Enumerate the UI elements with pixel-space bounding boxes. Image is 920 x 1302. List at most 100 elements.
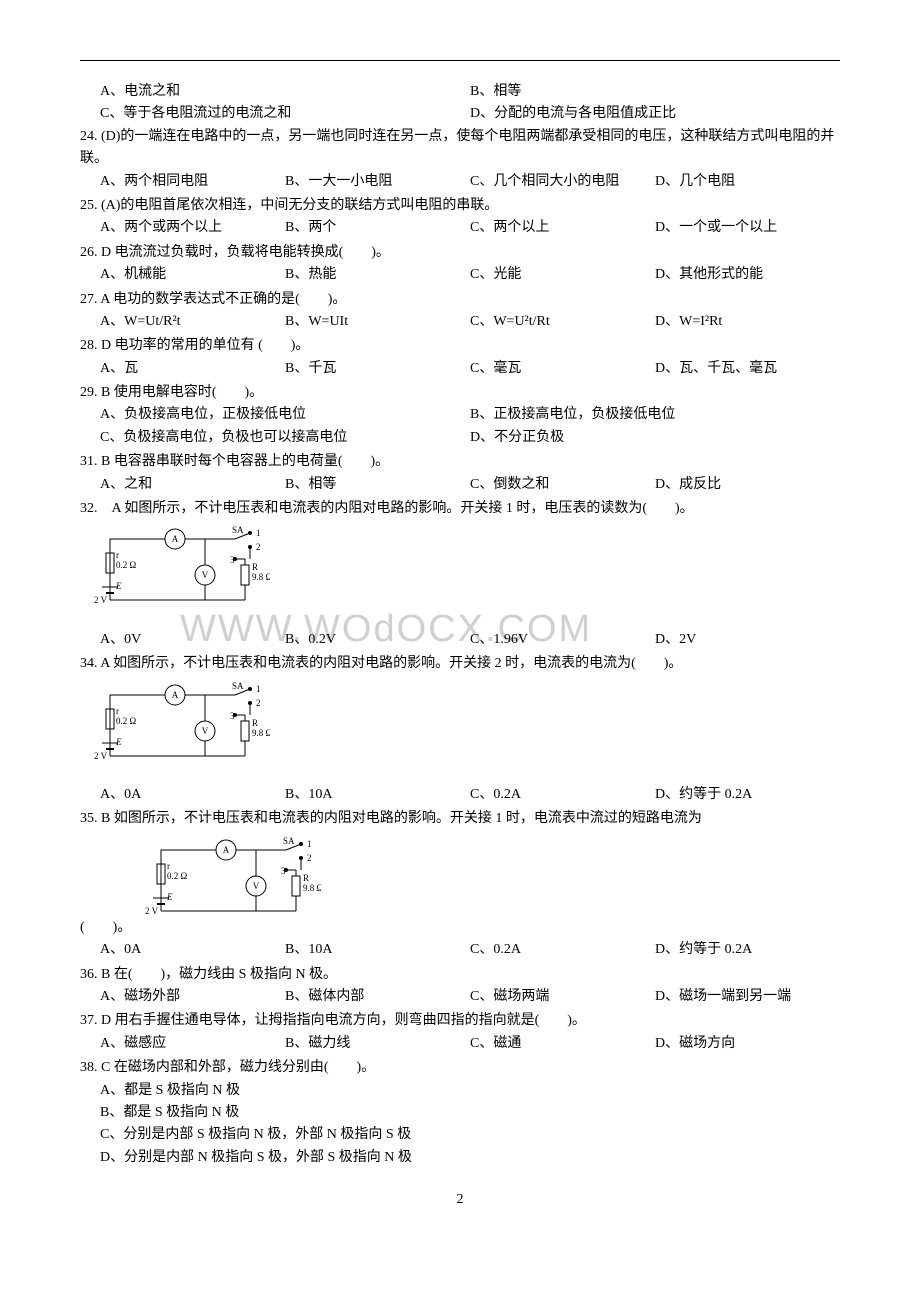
option-d: D、磁场方向 [655,1033,840,1055]
q35-options: A、0A B、10A C、0.2A D、约等于 0.2A [100,939,840,961]
option-b: B、10A [285,939,470,961]
paren-post: ( )。 [80,917,131,939]
option-a: A、0V [100,629,285,651]
q37-options: A、磁感应 B、磁力线 C、磁通 D、磁场方向 [100,1033,840,1055]
option-c: C、分别是内部 S 极指向 N 极，外部 N 极指向 S 极 [100,1124,840,1146]
svg-text:SA: SA [232,525,244,535]
q31: 31. B 电容器串联时每个电容器上的电荷量( )。 A、之和 B、相等 C、倒… [80,451,840,496]
option-c: C、负极接高电位，负极也可以接高电位 [100,427,470,449]
q32: 32. A 如图所示，不计电压表和电流表的内阻对电路的影响。开关接 1 时，电压… [80,498,840,651]
svg-text:1: 1 [256,684,261,694]
option-a: A、两个相同电阻 [100,171,285,193]
q28-options: A、瓦 B、千瓦 C、毫瓦 D、瓦、千瓦、毫瓦 [100,358,840,380]
svg-text:1: 1 [256,528,261,538]
q29: 29. B 使用电解电容时( )。 A、负极接高电位，正极接低电位 B、正极接高… [80,382,840,449]
svg-text:R: R [252,718,258,728]
svg-text:0.2 Ω: 0.2 Ω [167,871,188,881]
q26-options: A、机械能 B、热能 C、光能 D、其他形式的能 [100,264,840,286]
option-a: A、负极接高电位，正极接低电位 [100,404,470,426]
q38: 38. C 在磁场内部和外部，磁力线分别由( )。 A、都是 S 极指向 N 极… [80,1057,840,1169]
option-a: A、之和 [100,474,285,496]
svg-text:A: A [172,534,179,544]
option-a: A、磁场外部 [100,986,285,1008]
option-d: D、约等于 0.2A [655,939,840,961]
svg-text:A: A [172,690,179,700]
option-a: A、W=Ut/R²t [100,311,285,333]
q36-options: A、磁场外部 B、磁体内部 C、磁场两端 D、磁场一端到另一端 [100,986,840,1008]
question-text: 26. D 电流流过负载时，负载将电能转换成( )。 [80,242,840,264]
option-b: B、0.2V [285,629,470,651]
option-c: C、两个以上 [470,217,655,239]
option-a: A、瓦 [100,358,285,380]
option-c: C、0.2A [470,784,655,806]
q26: 26. D 电流流过负载时，负载将电能转换成( )。 A、机械能 B、热能 C、… [80,242,840,287]
option-c: C、几个相同大小的电阻 [470,171,655,193]
option-c: C、倒数之和 [470,474,655,496]
option-c: C、光能 [470,264,655,286]
question-text: 29. B 使用电解电容时( )。 [80,382,840,404]
option-d: D、W=I²Rt [655,311,840,333]
q34: 34. A 如图所示，不计电压表和电流表的内阻对电路的影响。开关接 2 时，电流… [80,653,840,806]
svg-text:0.2 Ω: 0.2 Ω [116,560,137,570]
svg-text:2 V: 2 V [94,751,108,761]
option-a: A、机械能 [100,264,285,286]
svg-text:A: A [223,845,230,855]
svg-text:r: r [116,550,119,560]
question-text: 32. A 如图所示，不计电压表和电流表的内阻对电路的影响。开关接 1 时，电压… [80,498,840,520]
svg-text:SA: SA [283,836,295,846]
option-a: A、0A [100,939,285,961]
svg-text:2: 2 [256,542,261,552]
svg-text:R: R [252,562,258,572]
svg-text:E: E [115,737,122,747]
option-c: C、1.96V [470,629,655,651]
question-text: 36. B 在( )，磁力线由 S 极指向 N 极。 [80,964,840,986]
question-text: 38. C 在磁场内部和外部，磁力线分别由( )。 [80,1057,840,1079]
option-d: D、成反比 [655,474,840,496]
svg-text:2 V: 2 V [145,906,159,916]
option-b: B、磁力线 [285,1033,470,1055]
circuit-diagram: A V SA 1 2 3 r 0.2 Ω R 9.8 Ω E 2 V [90,525,840,623]
circuit-diagram: A V SA 1 2 3 r 0.2 Ω R 9.8 Ω E 2 V [90,681,840,779]
svg-text:3: 3 [230,711,235,721]
option-b: B、两个 [285,217,470,239]
option-c: C、毫瓦 [470,358,655,380]
svg-text:E: E [166,892,173,902]
option-d: D、其他形式的能 [655,264,840,286]
option-b: B、10A [285,784,470,806]
svg-text:3: 3 [281,866,286,876]
question-text: 27. A 电功的数学表达式不正确的是( )。 [80,289,840,311]
q36: 36. B 在( )，磁力线由 S 极指向 N 极。 A、磁场外部 B、磁体内部… [80,964,840,1009]
svg-text:9.8 Ω: 9.8 Ω [303,883,321,893]
option-c: C、等于各电阻流过的电流之和 [100,103,470,125]
option-b: B、千瓦 [285,358,470,380]
q35: 35. B 如图所示，不计电压表和电流表的内阻对电路的影响。开关接 1 时，电流… [80,808,840,961]
q24: 24. (D)的一端连在电路中的一点，另一端也同时连在另一点，使每个电阻两端都承… [80,126,840,193]
option-d: D、一个或一个以上 [655,217,840,239]
option-d: D、不分正负极 [470,427,840,449]
q23-options: A、电流之和 B、相等 C、等于各电阻流过的电流之和 D、分配的电流与各电阻值成… [100,81,840,126]
option-a: A、电流之和 [100,81,470,103]
circuit-diagram: A V SA 1 2 3 r 0.2 Ω R 9.8 Ω E 2 V [141,836,321,934]
option-c: C、磁场两端 [470,986,655,1008]
option-d: D、瓦、千瓦、毫瓦 [655,358,840,380]
q37: 37. D 用右手握住通电导体，让拇指指向电流方向，则弯曲四指的指向就是( )。… [80,1010,840,1055]
svg-text:9.8 Ω: 9.8 Ω [252,728,270,738]
q34-options: A、0A B、10A C、0.2A D、约等于 0.2A [100,784,840,806]
question-text: 34. A 如图所示，不计电压表和电流表的内阻对电路的影响。开关接 2 时，电流… [80,653,840,675]
option-d: D、分别是内部 N 极指向 S 极，外部 S 极指向 N 极 [100,1147,840,1169]
question-text: 28. D 电功率的常用的单位有 ( )。 [80,335,840,357]
q32-options: A、0V B、0.2V C、1.96V D、2V [100,629,840,651]
svg-text:9.8 Ω: 9.8 Ω [252,572,270,582]
question-text: 25. (A)的电阻首尾依次相连，中间无分支的联结方式叫电阻的串联。 [80,195,840,217]
page-top-rule [80,60,840,61]
option-a: A、两个或两个以上 [100,217,285,239]
option-b: B、都是 S 极指向 N 极 [100,1102,840,1124]
q25-options: A、两个或两个以上 B、两个 C、两个以上 D、一个或一个以上 [100,217,840,239]
svg-text:r: r [116,706,119,716]
option-a: A、都是 S 极指向 N 极 [100,1080,840,1102]
svg-text:2: 2 [307,853,312,863]
q24-options: A、两个相同电阻 B、一大一小电阻 C、几个相同大小的电阻 D、几个电阻 [100,171,840,193]
q29-options: A、负极接高电位，正极接低电位 B、正极接高电位，负极接低电位 C、负极接高电位… [100,404,840,449]
svg-text:R: R [303,873,309,883]
option-d: D、2V [655,629,840,651]
